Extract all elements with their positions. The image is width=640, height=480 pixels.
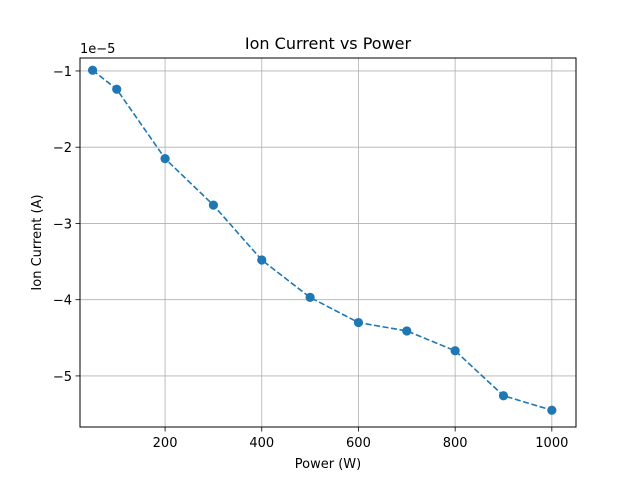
y-tick-label: −4 [53, 294, 72, 309]
x-tick-label: 800 [443, 436, 468, 451]
data-point [257, 255, 267, 265]
series-layer [87, 65, 557, 415]
data-point [353, 317, 364, 328]
data-point [208, 200, 219, 210]
x-tick-label: 200 [153, 436, 178, 451]
data-point [87, 65, 98, 75]
data-point [547, 405, 557, 415]
data-point [160, 154, 170, 164]
y-tick-label: −3 [53, 217, 72, 232]
data-point [305, 292, 315, 302]
y-axis-offset-label: 1e−5 [80, 42, 115, 57]
data-point [402, 326, 412, 336]
y-axis-label: Ion Current (A) [30, 194, 45, 290]
data-point [112, 84, 122, 94]
data-point [450, 346, 460, 356]
axes-frame [79, 57, 577, 428]
y-tick-label: −1 [53, 65, 72, 80]
data-point [498, 391, 509, 401]
y-tick-label: −5 [53, 370, 72, 385]
x-tick-label: 600 [346, 436, 371, 451]
grid [80, 58, 576, 427]
ticks: 200 400 600 800 1000 −1 −2 −3 −4 −5 [53, 65, 569, 451]
series-line [92, 69, 553, 411]
x-tick-label: 400 [249, 436, 274, 451]
x-tick-label: 1000 [535, 436, 568, 451]
y-tick-label: −2 [53, 141, 72, 156]
chart-title: Ion Current vs Power [245, 34, 412, 53]
x-axis-label: Power (W) [295, 457, 361, 472]
